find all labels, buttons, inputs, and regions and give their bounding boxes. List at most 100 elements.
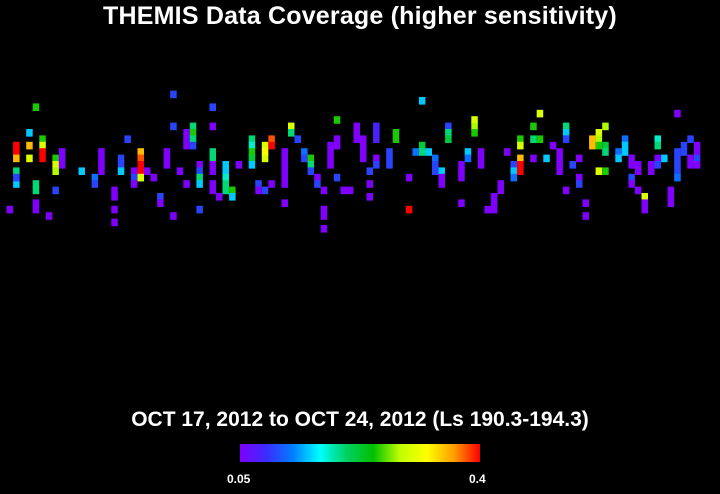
coverage-cell bbox=[222, 186, 229, 195]
coverage-cell bbox=[412, 148, 419, 156]
coverage-cell bbox=[209, 122, 216, 131]
coverage-cell bbox=[641, 193, 648, 201]
coverage-cell bbox=[602, 141, 609, 150]
coverage-cell bbox=[229, 193, 236, 201]
coverage-cell bbox=[196, 161, 203, 169]
coverage-cell bbox=[621, 141, 629, 150]
coverage-cell bbox=[490, 199, 498, 207]
coverage-cell bbox=[13, 167, 20, 175]
coverage-cell bbox=[432, 161, 439, 169]
coverage-cell bbox=[261, 141, 269, 150]
coverage-cell bbox=[582, 199, 589, 207]
colorbar-max-label: 0.4 bbox=[469, 472, 486, 486]
coverage-cell bbox=[333, 141, 341, 150]
coverage-cell bbox=[196, 180, 203, 188]
coverage-cell bbox=[144, 167, 151, 175]
coverage-cell bbox=[477, 154, 485, 163]
coverage-cell bbox=[137, 154, 144, 163]
coverage-cell bbox=[209, 180, 216, 188]
coverage-cell bbox=[589, 141, 596, 150]
coverage-cell bbox=[91, 180, 99, 188]
coverage-cell bbox=[130, 167, 138, 175]
coverage-cell bbox=[517, 154, 524, 163]
coverage-cell bbox=[405, 205, 413, 214]
coverage-cell bbox=[602, 122, 609, 131]
coverage-cell bbox=[170, 212, 177, 220]
coverage-cell bbox=[595, 135, 603, 143]
coverage-cell bbox=[471, 129, 478, 137]
coverage-cell bbox=[183, 180, 190, 188]
coverage-cell bbox=[26, 129, 33, 137]
coverage-cell bbox=[58, 148, 66, 156]
coverage-cell bbox=[661, 154, 668, 163]
coverage-cell bbox=[91, 173, 99, 182]
coverage-cell bbox=[628, 154, 635, 163]
coverage-cell bbox=[281, 199, 288, 207]
coverage-cell bbox=[674, 154, 681, 163]
coverage-cell bbox=[163, 154, 171, 163]
coverage-cell bbox=[497, 186, 504, 195]
coverage-cell bbox=[595, 167, 603, 175]
coverage-cell bbox=[58, 154, 66, 163]
coverage-cell bbox=[458, 161, 465, 169]
coverage-cell bbox=[562, 129, 570, 137]
coverage-cell bbox=[209, 161, 216, 169]
coverage-cell bbox=[137, 148, 144, 156]
coverage-cell bbox=[536, 135, 544, 143]
coverage-cell bbox=[392, 129, 400, 137]
coverage-cell bbox=[687, 135, 694, 143]
coverage-cell bbox=[648, 161, 655, 169]
coverage-cell bbox=[183, 141, 190, 150]
coverage-cell bbox=[39, 135, 46, 143]
coverage-cell bbox=[373, 154, 380, 163]
coverage-cell bbox=[366, 167, 373, 175]
coverage-cell bbox=[170, 90, 177, 99]
coverage-cell bbox=[641, 205, 648, 214]
coverage-cell bbox=[556, 161, 563, 169]
coverage-cell bbox=[648, 167, 655, 175]
coverage-cell bbox=[373, 129, 380, 137]
coverage-cell bbox=[32, 205, 40, 214]
coverage-cell bbox=[189, 135, 197, 143]
coverage-cell bbox=[628, 173, 635, 182]
coverage-cell bbox=[634, 167, 642, 175]
coverage-cell bbox=[117, 161, 125, 169]
coverage-cell bbox=[641, 199, 648, 207]
coverage-cell bbox=[281, 148, 288, 156]
coverage-cell bbox=[32, 180, 40, 188]
coverage-cell bbox=[438, 167, 445, 175]
coverage-cell bbox=[248, 154, 256, 163]
coverage-cell bbox=[602, 148, 609, 156]
coverage-cell bbox=[687, 154, 694, 163]
coverage-cell bbox=[327, 148, 334, 156]
coverage-cell bbox=[556, 154, 563, 163]
coverage-cell bbox=[111, 218, 118, 227]
coverage-cell bbox=[98, 167, 105, 175]
coverage-cell bbox=[530, 154, 537, 163]
coverage-cell bbox=[163, 161, 171, 169]
coverage-cell bbox=[32, 199, 40, 207]
coverage-cell bbox=[111, 205, 118, 214]
coverage-cell bbox=[52, 161, 59, 169]
coverage-cell bbox=[52, 167, 59, 175]
coverage-cell bbox=[693, 141, 701, 150]
coverage-cell bbox=[39, 154, 46, 163]
coverage-cell bbox=[536, 109, 544, 118]
coverage-cell bbox=[288, 129, 295, 137]
coverage-cell bbox=[261, 186, 269, 195]
coverage-cell bbox=[13, 154, 20, 163]
coverage-cell bbox=[589, 135, 596, 143]
coverage-cell bbox=[615, 154, 622, 163]
coverage-cell bbox=[327, 141, 334, 150]
coverage-cell bbox=[497, 180, 504, 188]
coverage-cell bbox=[458, 167, 465, 175]
coverage-cell bbox=[576, 180, 583, 188]
coverage-cell bbox=[471, 122, 478, 131]
coverage-cell bbox=[6, 205, 13, 214]
coverage-cell bbox=[176, 167, 184, 175]
coverage-cell bbox=[183, 135, 190, 143]
coverage-cell bbox=[562, 186, 570, 195]
coverage-cell bbox=[353, 129, 360, 137]
coverage-cell bbox=[517, 135, 524, 143]
coverage-cell bbox=[327, 161, 334, 169]
